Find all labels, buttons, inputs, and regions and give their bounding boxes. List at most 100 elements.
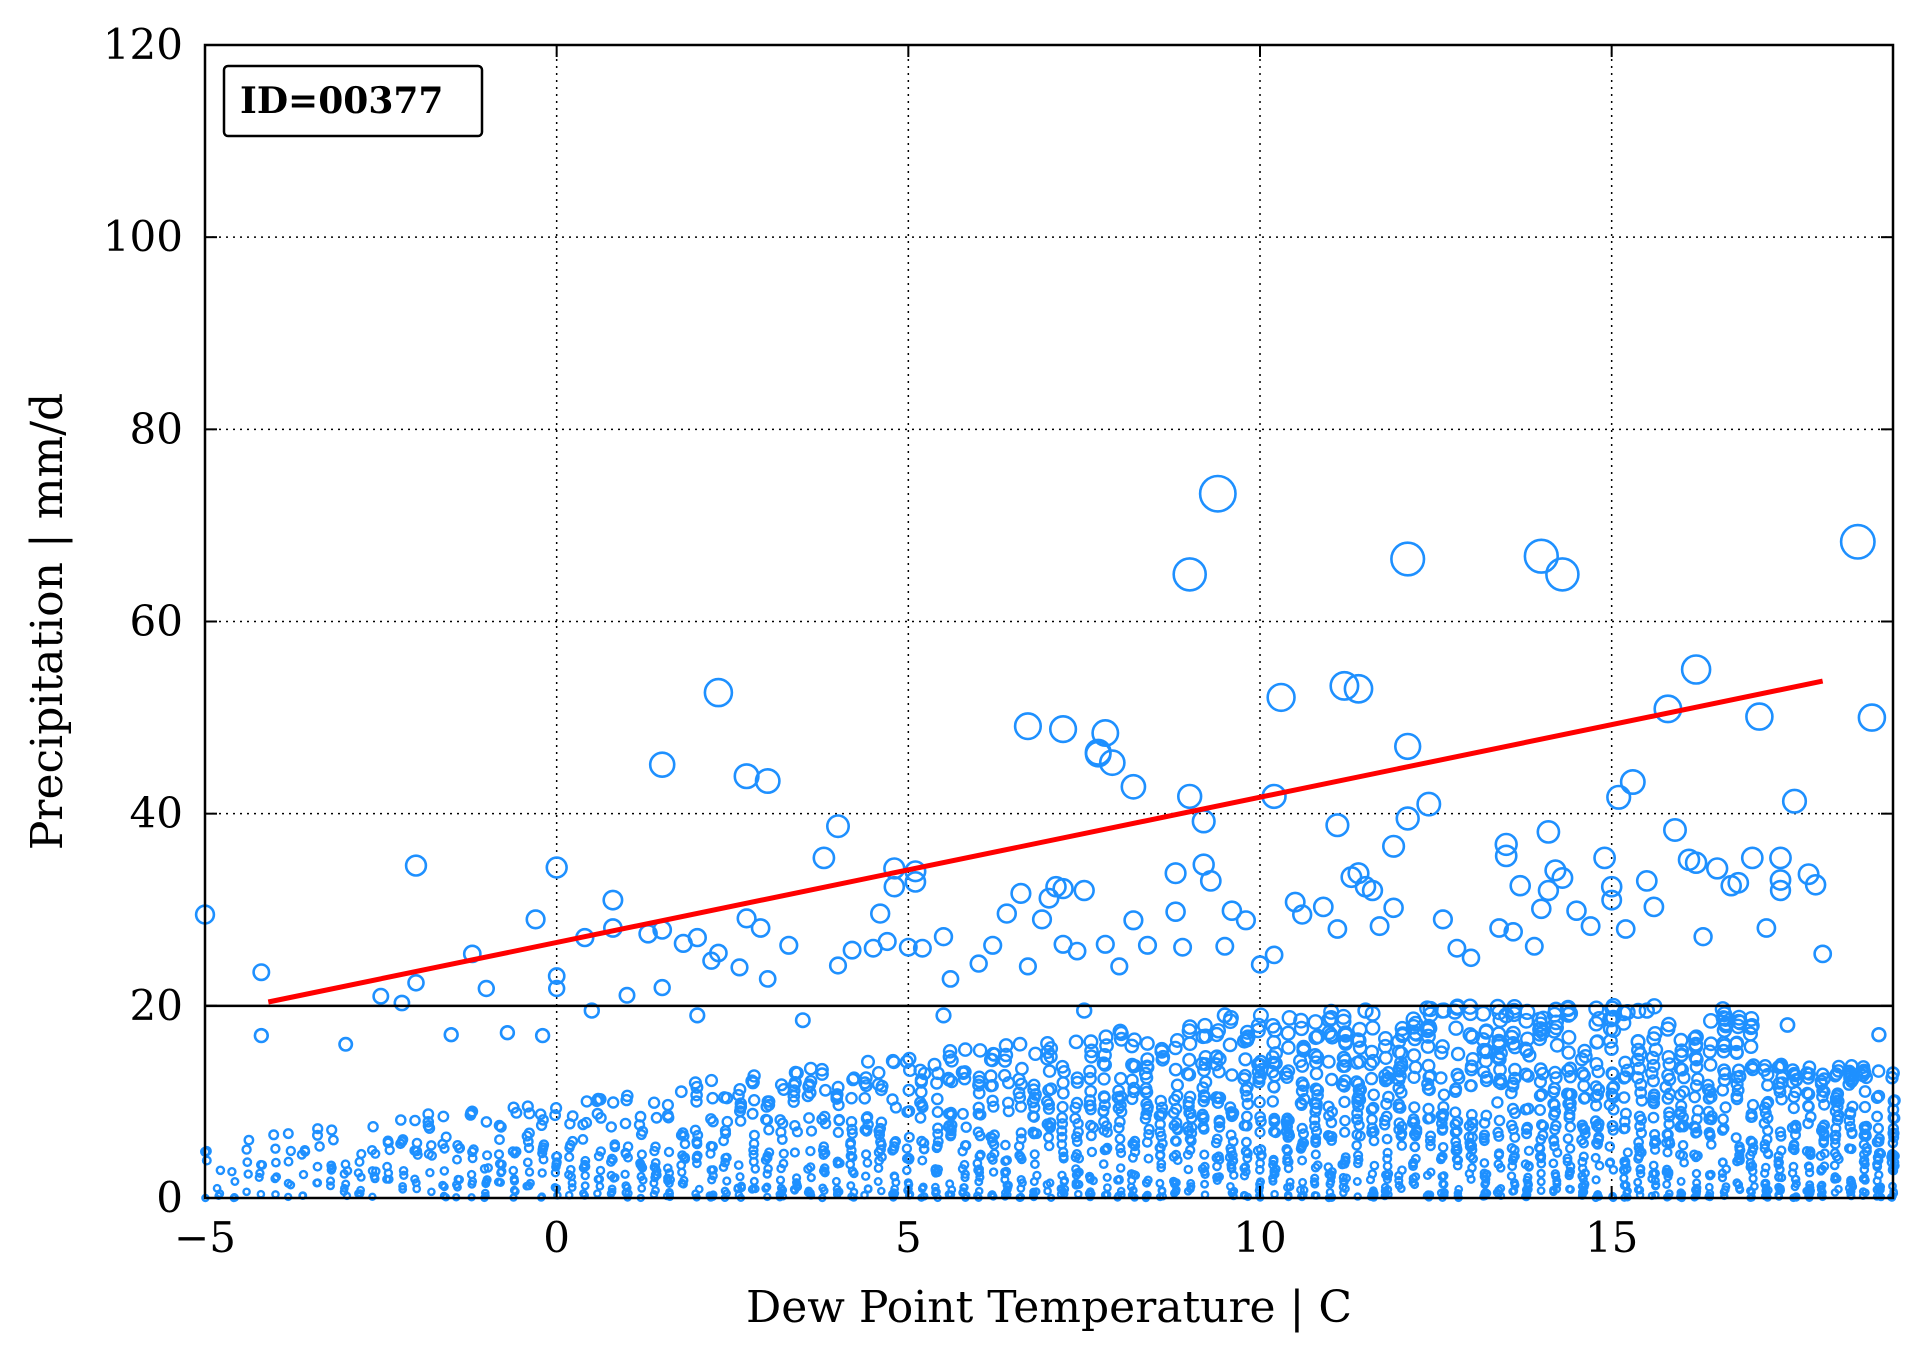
data-point <box>899 1054 914 1069</box>
data-point <box>1679 1157 1690 1168</box>
data-point <box>252 963 271 982</box>
data-point <box>1311 1089 1324 1102</box>
data-point <box>1645 1066 1659 1080</box>
data-point <box>975 1149 986 1160</box>
data-point <box>409 1114 421 1127</box>
data-point <box>1577 1043 1592 1059</box>
data-point <box>1283 1130 1295 1142</box>
data-point <box>467 1153 478 1164</box>
data-point <box>1280 1025 1296 1041</box>
data-point <box>998 1068 1012 1083</box>
data-point <box>972 1126 984 1138</box>
data-point <box>1829 1094 1843 1108</box>
data-point <box>983 935 1003 955</box>
data-point <box>1691 1072 1705 1086</box>
data-point <box>1084 1084 1098 1098</box>
data-point <box>1521 1128 1533 1140</box>
data-point <box>440 1131 452 1143</box>
data-point <box>877 931 897 952</box>
data-point <box>1425 1140 1436 1152</box>
data-point <box>1408 1173 1418 1184</box>
data-point <box>427 1187 436 1197</box>
data-point <box>1544 859 1567 882</box>
data-point <box>453 1182 462 1192</box>
data-point <box>1727 871 1750 894</box>
data-point <box>1002 1105 1015 1118</box>
data-point <box>830 1088 844 1101</box>
data-point <box>974 1177 984 1187</box>
data-point <box>958 1042 973 1057</box>
data-point <box>775 1175 786 1185</box>
data-point <box>1674 1043 1689 1058</box>
data-point <box>1363 1057 1378 1072</box>
data-point <box>1650 1136 1662 1148</box>
data-point <box>580 1161 591 1172</box>
data-point <box>914 1111 927 1124</box>
data-point <box>1295 1084 1309 1098</box>
data-point <box>932 1122 944 1134</box>
data-point <box>873 1163 884 1173</box>
data-point <box>1479 1158 1490 1168</box>
data-point <box>1745 1135 1757 1147</box>
data-point <box>1761 1078 1775 1092</box>
data-point <box>1215 936 1235 956</box>
data-point <box>902 1051 917 1066</box>
data-point <box>988 1167 999 1177</box>
data-point <box>623 1152 634 1163</box>
data-point <box>1522 1188 1531 1198</box>
data-point <box>1494 832 1518 857</box>
data-point <box>818 1141 830 1152</box>
data-point <box>1297 1155 1308 1166</box>
data-point <box>609 1141 621 1153</box>
data-point <box>591 1107 604 1120</box>
data-point <box>1140 1059 1155 1074</box>
data-point <box>1506 1102 1520 1116</box>
x-tick-label: 0 <box>543 1213 570 1262</box>
data-point <box>1170 1117 1183 1129</box>
data-point <box>1551 1171 1561 1182</box>
data-point <box>1600 875 1623 898</box>
data-point <box>325 1176 336 1186</box>
data-point <box>1282 1131 1294 1143</box>
data-point <box>1018 957 1038 976</box>
data-point <box>1083 1064 1097 1079</box>
data-point <box>1265 1064 1280 1079</box>
data-point <box>1127 1081 1141 1095</box>
data-point <box>1038 887 1060 909</box>
data-point <box>1015 1133 1027 1145</box>
data-point <box>1357 1002 1374 1019</box>
data-point <box>1308 1030 1324 1046</box>
data-point <box>918 1182 928 1192</box>
data-point <box>1074 1167 1084 1177</box>
data-point <box>1769 879 1792 902</box>
data-point <box>1804 1187 1813 1197</box>
data-point <box>313 1178 323 1188</box>
data-point <box>1056 1139 1068 1150</box>
data-point <box>1312 1160 1323 1171</box>
data-point <box>1293 1020 1310 1037</box>
data-point <box>1336 1050 1351 1066</box>
data-point <box>1871 1026 1887 1043</box>
data-point <box>1690 1152 1702 1163</box>
data-point <box>1646 1074 1661 1088</box>
data-point <box>1506 1142 1518 1154</box>
data-point <box>1650 1176 1660 1186</box>
data-point <box>758 970 777 988</box>
data-point <box>521 1100 534 1113</box>
data-point <box>326 1160 337 1171</box>
data-point <box>508 1165 519 1176</box>
data-point <box>1872 1122 1885 1135</box>
data-point <box>734 1101 747 1114</box>
data-point <box>1509 874 1531 897</box>
data-point <box>1479 1135 1490 1147</box>
data-point <box>366 1144 378 1156</box>
y-tick-label: 0 <box>156 1173 183 1222</box>
data-point <box>858 1076 872 1090</box>
data-point <box>1321 1054 1336 1069</box>
data-point <box>1493 1130 1505 1142</box>
data-point <box>674 1085 688 1099</box>
data-point <box>917 1155 928 1166</box>
data-point <box>1465 1108 1478 1121</box>
data-point <box>1730 1092 1744 1106</box>
data-point <box>372 987 390 1005</box>
